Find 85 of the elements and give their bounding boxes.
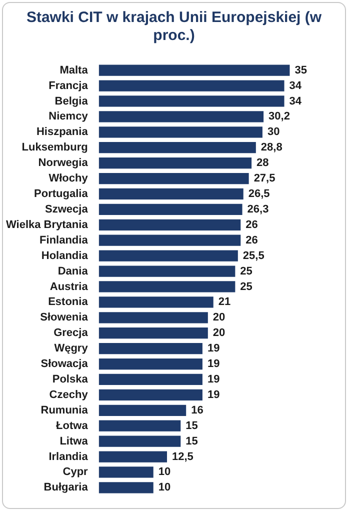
bar bbox=[98, 436, 181, 447]
data-label: 30 bbox=[267, 126, 280, 138]
bar bbox=[98, 204, 242, 216]
data-label: 16 bbox=[191, 404, 204, 416]
data-label: 20 bbox=[212, 327, 226, 340]
y-tick-label: Słowenia bbox=[40, 312, 89, 324]
y-tick-label: Rumunia bbox=[40, 404, 89, 416]
data-label: 25 bbox=[240, 280, 252, 293]
y-tick-label: Norwegia bbox=[38, 157, 89, 170]
y-tick-label: Polska bbox=[52, 374, 89, 386]
bar bbox=[98, 219, 241, 230]
y-tick-label: Wielka Brytania bbox=[6, 218, 89, 231]
bar bbox=[98, 420, 181, 432]
data-label: 30,2 bbox=[268, 110, 290, 123]
data-label: 19 bbox=[207, 374, 220, 386]
data-label: 19 bbox=[207, 342, 220, 355]
data-label: 25,5 bbox=[242, 250, 264, 262]
bar bbox=[98, 158, 252, 169]
data-label: 10 bbox=[158, 482, 171, 494]
bar bbox=[98, 328, 208, 339]
bar bbox=[98, 296, 214, 308]
bar bbox=[98, 142, 256, 154]
data-label: 26 bbox=[246, 234, 258, 246]
bar bbox=[98, 80, 284, 92]
data-label: 10 bbox=[158, 466, 171, 478]
y-tick-label: Niemcy bbox=[48, 110, 89, 123]
y-tick-label: Cypr bbox=[62, 466, 89, 478]
bar bbox=[98, 466, 154, 478]
bar bbox=[98, 312, 208, 324]
bar bbox=[98, 172, 249, 184]
data-label: 28 bbox=[256, 157, 269, 170]
y-tick-label: Węgry bbox=[54, 342, 89, 355]
data-label: 28,8 bbox=[260, 142, 282, 154]
bar bbox=[98, 281, 236, 292]
y-tick-label: Holandia bbox=[41, 250, 89, 262]
chart-title: Stawki CIT w krajach Unii Europejskiej (w proc.) bbox=[25, 9, 323, 45]
data-label: 15 bbox=[186, 435, 198, 448]
y-tick-label: Austria bbox=[50, 280, 89, 293]
bar bbox=[98, 482, 154, 494]
data-label: 35 bbox=[294, 64, 307, 76]
data-label: 34 bbox=[289, 80, 302, 92]
y-tick-label: Malta bbox=[60, 64, 89, 76]
data-label: 19 bbox=[207, 358, 220, 370]
y-tick-label: Hiszpania bbox=[36, 126, 89, 138]
y-tick-label: Bułgaria bbox=[44, 482, 89, 494]
data-label: 26,5 bbox=[248, 188, 270, 200]
data-label: 15 bbox=[186, 420, 198, 432]
y-tick-label: Grecja bbox=[54, 327, 89, 340]
data-label: 26 bbox=[246, 218, 258, 231]
y-tick-label: Francja bbox=[48, 80, 89, 92]
y-tick-label: Czechy bbox=[49, 388, 89, 401]
y-tick-label: Dania bbox=[58, 265, 89, 278]
data-label: 20 bbox=[212, 312, 226, 324]
data-label: 19 bbox=[207, 388, 220, 401]
y-tick-label: Estonia bbox=[48, 296, 89, 308]
bar bbox=[98, 374, 202, 386]
bar bbox=[98, 404, 186, 416]
data-label: 21 bbox=[218, 296, 231, 308]
y-tick-label: Łotwa bbox=[56, 420, 89, 432]
y-tick-label: Belgia bbox=[54, 95, 89, 108]
bar bbox=[98, 126, 262, 138]
y-tick-label: Finlandia bbox=[40, 234, 89, 246]
bar bbox=[98, 250, 238, 262]
bar bbox=[98, 266, 236, 277]
y-tick-label: Szwecja bbox=[45, 203, 89, 216]
data-label: 12,5 bbox=[172, 450, 194, 463]
bar bbox=[98, 234, 241, 246]
y-tick-label: Luksemburg bbox=[22, 142, 88, 154]
bar bbox=[98, 342, 202, 354]
y-tick-label: Słowacja bbox=[40, 358, 89, 370]
y-tick-label: Włochy bbox=[48, 172, 89, 185]
y-tick-label: Litwa bbox=[60, 435, 89, 448]
bar bbox=[98, 358, 202, 370]
bar bbox=[98, 389, 202, 400]
bar bbox=[98, 451, 168, 462]
data-label: 25 bbox=[240, 265, 252, 278]
data-label: 27,5 bbox=[254, 172, 276, 185]
bar bbox=[98, 188, 244, 200]
y-tick-label: Portugalia bbox=[34, 188, 89, 200]
data-label: 26,3 bbox=[247, 203, 269, 216]
bar bbox=[98, 96, 284, 107]
bar bbox=[98, 111, 264, 122]
bar bbox=[98, 64, 290, 76]
data-label: 34 bbox=[289, 95, 302, 108]
y-tick-label: Irlandia bbox=[48, 450, 89, 463]
